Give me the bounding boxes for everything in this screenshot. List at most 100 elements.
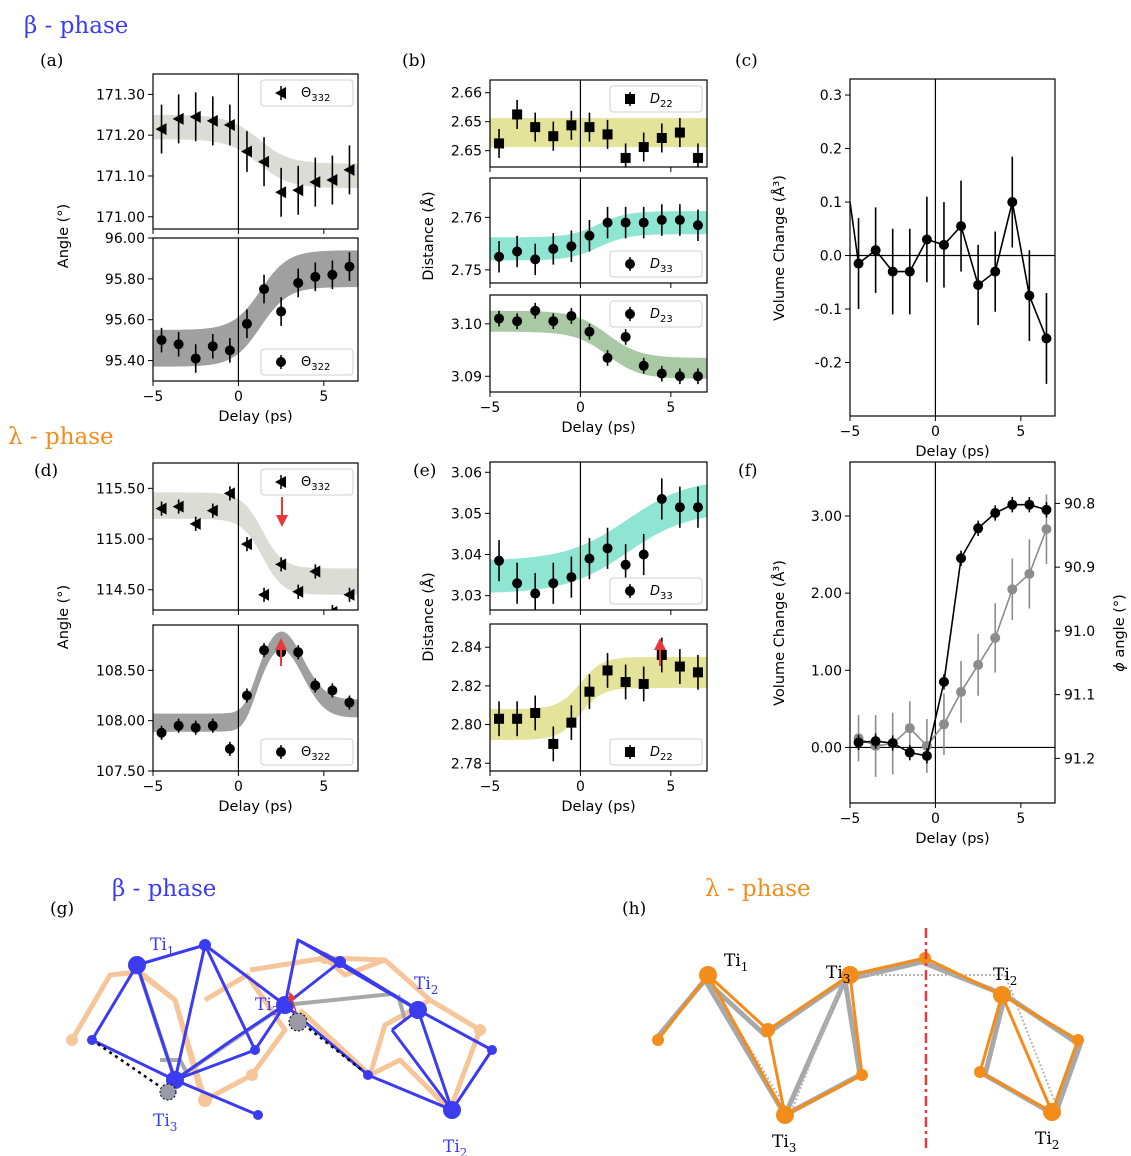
atom-label-main: Ti [153, 1111, 170, 1131]
b_bot-ytick-label-1: 3.10 [451, 317, 482, 333]
e_top-ytick-label-2: 3.05 [451, 506, 482, 522]
f-series-0-point-10 [1024, 568, 1035, 579]
lambda-orange-atoms [652, 952, 1084, 1124]
atom-label-sub: 2 [1052, 1138, 1060, 1152]
b_top-legend-label-sub: 22 [660, 99, 673, 110]
a_top-ytick-label-3: 171.30 [96, 87, 145, 103]
a_top-legend-box [260, 79, 354, 107]
atom-label-sub: 3 [789, 1141, 797, 1155]
a_bot-xtick-label-2: 5 [319, 389, 328, 405]
d_bot-xtick-label-0: −5 [143, 779, 164, 795]
b_bot-legend-box [609, 300, 703, 328]
atom-ti3-ghost-left [159, 1083, 177, 1101]
f-ylabel: Volume Change (Å³) [771, 560, 788, 706]
b_bot-legend-label: D23 [650, 307, 673, 325]
a_top-ytick-label-1: 171.10 [96, 169, 145, 185]
a_bot-point-5 [241, 318, 252, 329]
atom-label-main: Ti [414, 974, 431, 994]
label-h-ti3-bottom: Ti3 [772, 1132, 796, 1155]
f-series-0-point-3 [904, 723, 915, 734]
label-g-ti3-mid: Ti3 [255, 995, 279, 1018]
c-series-0-point-6 [938, 239, 949, 250]
chart-c: -0.2 -0.1 0.0 0.1 0.2 0.3 −5 0 5 Delay (ps) Volume… [771, 78, 1056, 460]
a_top-point-2 [189, 110, 201, 123]
a_bot-legend-label-main: Θ [301, 355, 311, 370]
e_top-point-4 [566, 572, 577, 583]
b_mid-point-5 [584, 230, 595, 241]
beta-phase-title-top: β - phase [24, 13, 128, 39]
a_top-point-11 [343, 163, 355, 176]
f-series-1-point-11 [1041, 504, 1052, 515]
c-series-0-point-11 [1024, 290, 1035, 301]
c-series-0-point-7 [956, 221, 967, 232]
e_bot-legend-label-main: D [650, 745, 660, 760]
b_top-point-3 [548, 131, 559, 142]
e_bot-point-2 [530, 707, 541, 718]
b_top-point-1 [512, 109, 523, 120]
a_bot-xtick-label-0: −5 [143, 389, 164, 405]
a_bot-legend-label: Θ322 [301, 355, 330, 373]
f-series-1-point-6 [956, 553, 967, 564]
b_bot-legend-marker [625, 309, 635, 319]
f-ytick-label-2: 2.00 [811, 586, 842, 602]
b_bot-point-6 [602, 352, 613, 363]
a_bot-ytick-label-1: 95.60 [105, 313, 145, 329]
e_bot-ytick-label-1: 2.80 [451, 718, 482, 734]
d_top-ytick-label-2: 115.50 [96, 481, 145, 497]
b_bot-point-11 [692, 371, 703, 382]
d_top-legend-label-sub: 332 [311, 482, 330, 493]
f-ylabel-right: ϕ angle (°) [1112, 594, 1128, 672]
e_bot-point-10 [674, 661, 685, 672]
f-series-1-point-8 [990, 507, 1001, 518]
d_bot-legend-box [260, 738, 354, 766]
b_mid-point-11 [692, 220, 703, 231]
c-series-0-point-2 [870, 245, 881, 256]
c-series-0-point-12 [1041, 333, 1052, 344]
e_top-point-10 [674, 502, 685, 513]
e_bot-point-6 [602, 665, 613, 676]
c-xtick-label-0: −5 [840, 424, 861, 440]
e_bot-ylabel: Distance (Å) [420, 572, 437, 661]
atom-label-sub: 1 [741, 960, 749, 974]
d_bot-point-8 [293, 647, 304, 658]
a_top-point-7 [275, 186, 287, 199]
e_top-point-6 [602, 543, 613, 554]
atom-h-ti2-top [993, 986, 1011, 1004]
f-series-0-point-8 [990, 632, 1001, 643]
f-series-1-point-5 [938, 676, 949, 687]
d_top-point-6 [258, 588, 270, 601]
atom-ti2-bottom [443, 1101, 461, 1119]
chart-d_top: 114.50 115.00 115.50 Angle (°) Θ332 [56, 462, 359, 649]
d_bot-xtick-label-2: 5 [319, 779, 328, 795]
a_bot-point-1 [173, 339, 184, 350]
d_bot-xlabel: Delay (ps) [218, 799, 292, 815]
b_mid-ylabel: Distance (Å) [420, 191, 437, 280]
label-h-ti2-bottom: Ti2 [1035, 1129, 1059, 1152]
f-ylabel-right-rest: angle (°) [1112, 594, 1128, 662]
b_mid-legend-marker [625, 259, 635, 269]
e_bot-point-5 [584, 686, 595, 697]
b_top-legend-marker [625, 94, 635, 104]
e_top-legend-marker [625, 586, 635, 596]
label-g-ti3-bottom: Ti3 [153, 1111, 177, 1134]
a_top-ytick-label-2: 171.20 [96, 128, 145, 144]
e_bot-xlabel: Delay (ps) [561, 799, 635, 815]
atom-ti1 [128, 956, 146, 974]
b_top-plot-area [490, 80, 707, 167]
a_bot-ytick-label-2: 95.80 [105, 272, 145, 288]
b_bot-frame [489, 294, 708, 393]
e_bot-point-4 [566, 717, 577, 728]
f-xtick-label-1: 0 [931, 811, 940, 827]
atom-label-sub: 1 [167, 944, 175, 958]
b_top-ytick-label-2: 2.66 [451, 86, 482, 102]
a_bot-point-10 [327, 269, 338, 280]
panel-tag-h: (h) [622, 899, 646, 919]
e_bot-xtick-label-0: −5 [480, 779, 501, 795]
label-g-ti1: Ti1 [150, 935, 174, 958]
a_top-point-8 [292, 184, 304, 197]
a_bot-legend-marker [276, 357, 286, 367]
d_top-point-3 [206, 504, 218, 517]
d_bot-ytick-label-2: 108.50 [96, 663, 145, 679]
